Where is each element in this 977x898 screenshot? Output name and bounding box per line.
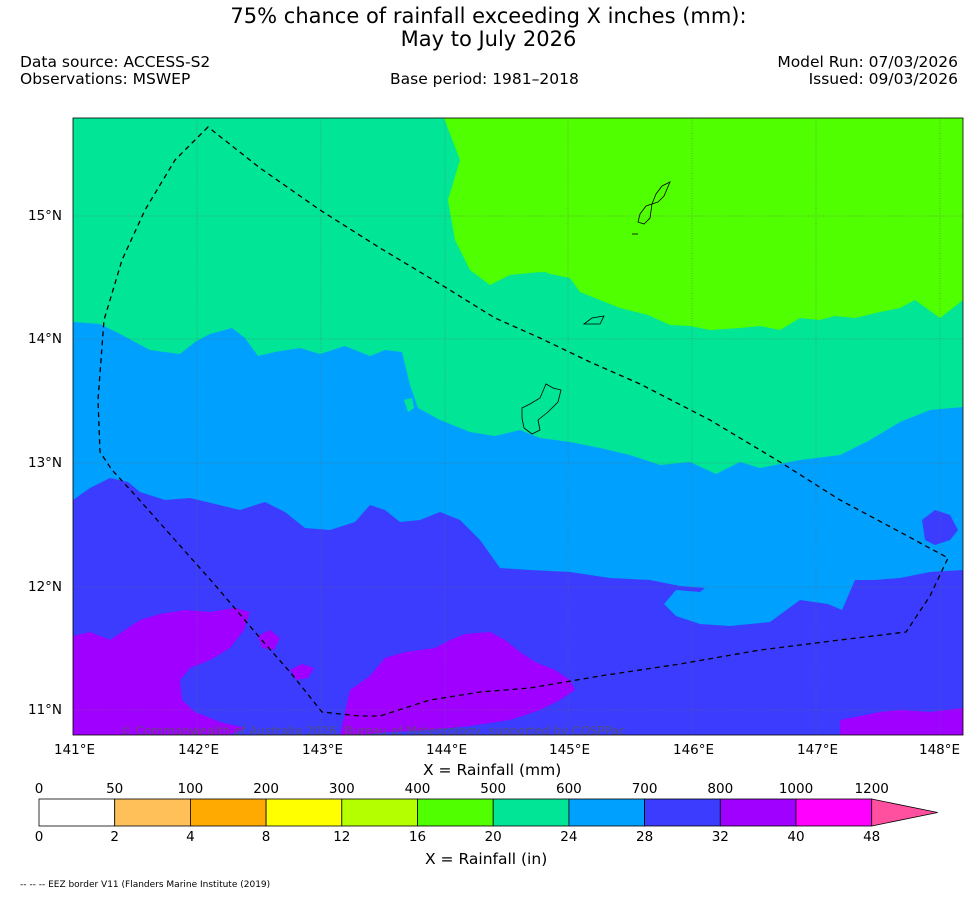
lat-label-11n: 11°N [28, 702, 63, 718]
eez-footnote: -- -- -- EEZ border V11 (Flanders Marine… [20, 880, 271, 890]
colorbar-mm-tick: 300 [329, 781, 355, 797]
colorbar-in-tick: 48 [863, 829, 880, 845]
colorbar-in-tick: 4 [186, 829, 195, 845]
map-field: © Commonwealth of Australia 2026, Bureau… [73, 118, 963, 738]
colorbar-in-tick: 12 [333, 829, 350, 845]
island-outlines [521, 181, 671, 435]
colorbar-in-tick: 20 [485, 829, 502, 845]
colorbar-mm-tick: 600 [556, 781, 582, 797]
colorbar-swatches [38, 798, 938, 827]
colorbar-extend-arrow [871, 798, 938, 827]
band-32-40 [73, 608, 250, 735]
eez-border [97, 126, 949, 717]
guam-island [521, 383, 562, 435]
colorbar-in-tick: 40 [787, 829, 804, 845]
copyright-notice: © Commonwealth of Australia 2026, Bureau… [120, 724, 625, 738]
data-source: Data source: ACCESS-S2 [20, 53, 211, 71]
map-frame [72, 117, 964, 736]
lon-label-147e: 147°E [797, 742, 839, 758]
colorbar-mm-tick: 200 [253, 781, 279, 797]
colorbar-in-tick: 0 [35, 829, 44, 845]
colorbar-in-tick: 32 [712, 829, 729, 845]
colorbar-in-tick: 8 [262, 829, 271, 845]
observations: Observations: MSWEP [20, 70, 191, 88]
lat-label-15n: 15°N [28, 208, 63, 224]
colorbar-swatch [568, 798, 646, 827]
lon-label-141e: 141°E [54, 742, 96, 758]
colorbar-in-tick: 24 [560, 829, 577, 845]
colorbar-mm-tick: 100 [178, 781, 204, 797]
colorbar-mm-tick: 1000 [779, 781, 813, 797]
band-16-20 [444, 118, 963, 330]
colorbar-mm-tick: 0 [35, 781, 44, 797]
lon-label-146e: 146°E [673, 742, 715, 758]
lon-label-142e: 142°E [178, 742, 220, 758]
colorbar-mm-tick: 50 [106, 781, 123, 797]
legend-mm-title: X = Rainfall (mm) [423, 761, 562, 779]
graticule [73, 118, 963, 735]
colorbar-in-tick: 16 [409, 829, 426, 845]
colorbar-mm-tick: 700 [632, 781, 658, 797]
colorbar-mm-tick: 1200 [855, 781, 889, 797]
tinian-island [637, 203, 653, 225]
rota-island [582, 315, 605, 325]
colorbar-in-tick: 28 [636, 829, 653, 845]
colorbar-swatch [341, 798, 418, 827]
lat-label-12n: 12°N [28, 579, 63, 595]
saipan-island [651, 181, 671, 205]
model-run: Model Run: 07/03/2026 [777, 53, 958, 71]
colorbar-mm-ticks: 0 50 100 200 300 400 500 600 700 800 1000 1200 [35, 781, 889, 797]
colorbar-in-ticks: 0 2 4 8 12 16 20 24 28 32 40 48 [35, 829, 881, 845]
colorbar-swatch [114, 798, 191, 827]
legend-in-title: X = Rainfall (in) [425, 850, 548, 868]
colorbar-mm-tick: 400 [405, 781, 431, 797]
colorbar-in-tick: 2 [110, 829, 119, 845]
lat-label-13n: 13°N [28, 455, 63, 471]
lon-label-145e: 145°E [549, 742, 591, 758]
lat-label-14n: 14°N [28, 331, 63, 347]
colorbar-mm-tick: 800 [707, 781, 733, 797]
colorbar-swatch [644, 798, 721, 827]
colorbar-swatch [38, 798, 116, 827]
chart-title-line2: May to July 2026 [400, 27, 577, 51]
lon-label-144e: 144°E [426, 742, 468, 758]
lon-label-143e: 143°E [302, 742, 344, 758]
colorbar-swatch [265, 798, 343, 827]
colorbar-swatch [189, 798, 267, 827]
colorbar-swatch [719, 798, 797, 827]
colorbar-mm-tick: 500 [480, 781, 506, 797]
base-period: Base period: 1981–2018 [390, 70, 579, 88]
colorbar-swatch [417, 798, 494, 827]
issued-date: Issued: 09/03/2026 [808, 70, 958, 88]
lon-label-148e: 148°E [919, 742, 961, 758]
colorbar-swatch [492, 798, 570, 827]
colorbar-swatch [795, 798, 873, 827]
chart-title-line1: 75% chance of rainfall exceeding X inche… [230, 4, 747, 28]
